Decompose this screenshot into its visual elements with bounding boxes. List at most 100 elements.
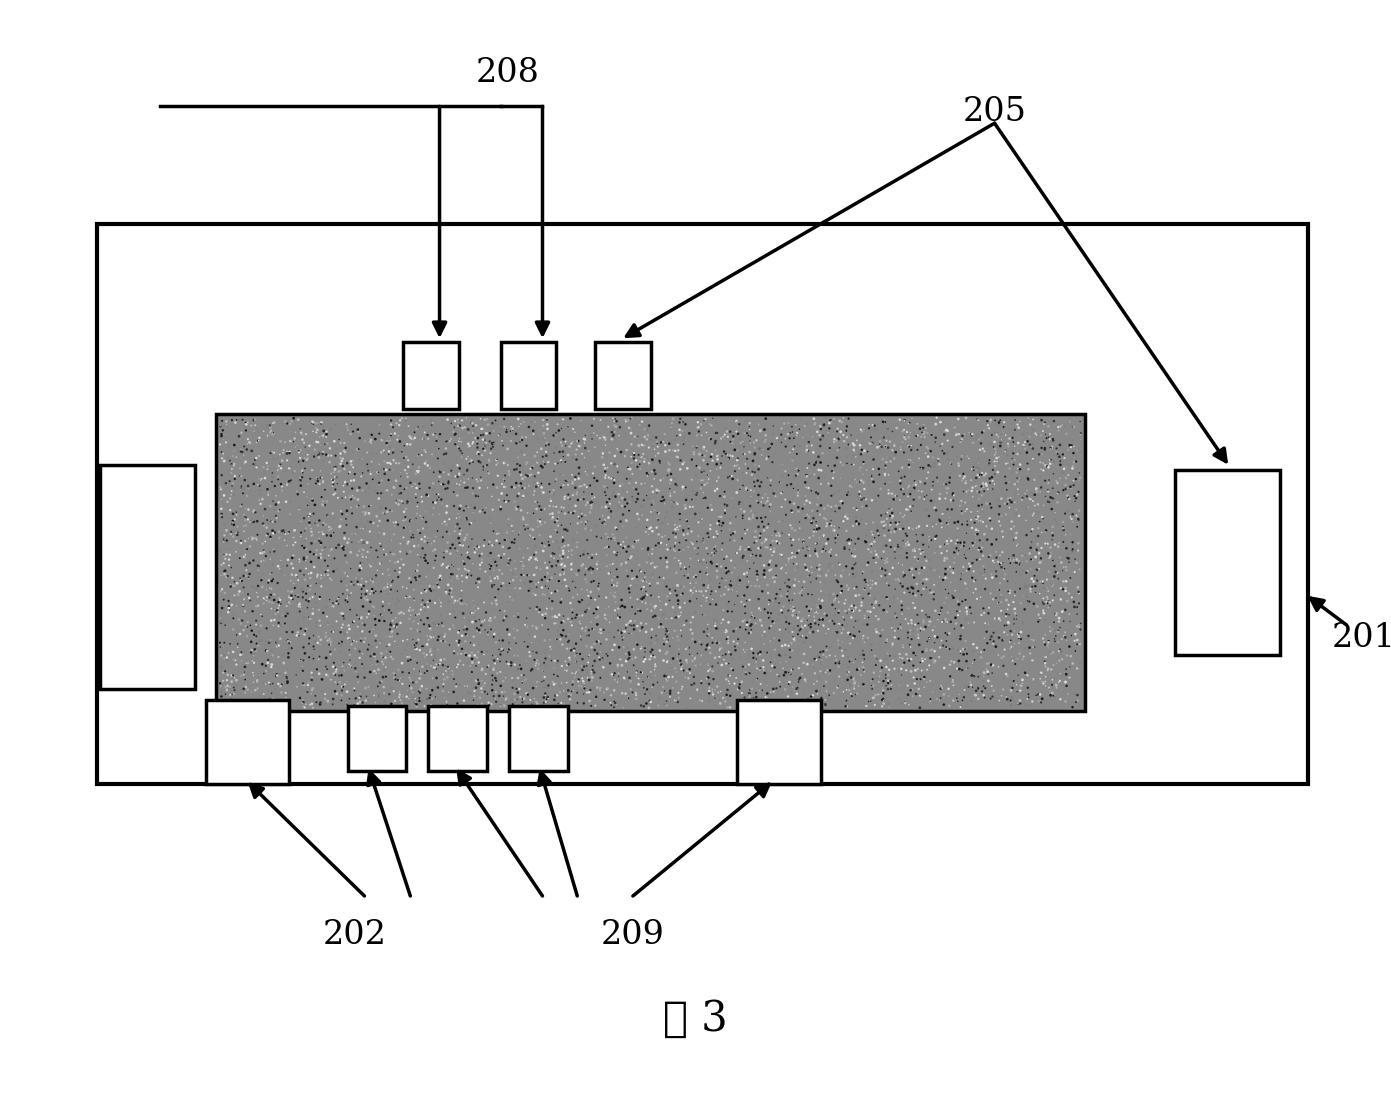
Point (271, 482, 294, 500)
FancyArrowPatch shape (537, 106, 548, 335)
Point (810, 573, 832, 591)
Point (947, 544, 970, 562)
Point (1025, 483, 1047, 501)
Point (814, 605, 836, 623)
Point (1021, 506, 1043, 524)
Point (640, 601, 662, 619)
Point (359, 465, 381, 483)
Point (388, 683, 410, 701)
Point (716, 428, 739, 446)
Point (312, 474, 334, 492)
Point (701, 451, 723, 469)
Point (337, 455, 359, 473)
Point (714, 426, 736, 444)
Point (1022, 671, 1045, 689)
Point (494, 691, 516, 709)
Point (371, 655, 394, 673)
Point (442, 665, 465, 683)
Point (840, 608, 862, 626)
Point (302, 637, 324, 655)
Point (755, 531, 778, 549)
Point (929, 437, 951, 455)
Point (651, 528, 673, 545)
Point (690, 594, 712, 612)
Point (260, 444, 282, 461)
Point (210, 657, 232, 675)
Point (701, 634, 723, 652)
Point (1011, 488, 1034, 506)
Point (919, 492, 942, 510)
Point (444, 540, 466, 558)
Point (1002, 416, 1024, 433)
Point (600, 495, 622, 513)
Point (328, 517, 351, 535)
Point (438, 659, 460, 676)
Point (640, 643, 662, 661)
Point (277, 661, 299, 679)
Point (490, 643, 512, 661)
Point (1059, 525, 1081, 543)
Point (268, 446, 291, 464)
Point (417, 631, 440, 648)
Point (657, 466, 679, 484)
Point (967, 564, 989, 582)
Point (972, 599, 995, 617)
Point (332, 541, 355, 559)
Point (893, 468, 915, 486)
Point (527, 430, 549, 448)
Point (669, 542, 691, 560)
Point (748, 661, 771, 679)
Point (259, 550, 281, 568)
Point (775, 491, 797, 508)
Point (484, 669, 506, 687)
Point (899, 561, 921, 579)
Point (664, 691, 686, 709)
Point (950, 567, 972, 585)
Point (914, 428, 936, 446)
Point (534, 568, 556, 586)
Point (1036, 480, 1059, 498)
Point (954, 550, 976, 568)
Point (637, 467, 659, 485)
Point (292, 638, 314, 656)
Point (708, 512, 730, 530)
Point (1015, 468, 1038, 486)
Point (459, 496, 481, 514)
Point (1047, 622, 1070, 640)
Point (556, 522, 579, 540)
Point (739, 684, 761, 702)
Point (747, 460, 769, 478)
Point (849, 483, 871, 501)
FancyArrowPatch shape (626, 123, 995, 336)
Point (794, 671, 817, 689)
Point (803, 604, 825, 622)
Point (961, 482, 983, 500)
Point (245, 458, 267, 476)
Point (267, 617, 289, 635)
Point (615, 616, 637, 634)
Point (630, 697, 652, 715)
Point (335, 439, 357, 457)
Point (1052, 603, 1074, 620)
Point (465, 496, 487, 514)
Point (494, 454, 516, 472)
Point (974, 679, 996, 697)
Point (867, 487, 889, 505)
Point (835, 698, 857, 716)
Point (281, 435, 303, 452)
Point (316, 660, 338, 678)
Point (1039, 682, 1061, 700)
Point (510, 442, 533, 460)
Point (725, 507, 747, 525)
Point (879, 432, 901, 450)
Point (1029, 552, 1052, 570)
Point (814, 694, 836, 712)
Point (449, 590, 472, 608)
FancyArrowPatch shape (1310, 598, 1346, 625)
Point (534, 687, 556, 704)
Point (740, 680, 762, 698)
Point (538, 497, 561, 515)
Point (537, 577, 559, 595)
Point (946, 591, 968, 609)
Point (391, 694, 413, 712)
